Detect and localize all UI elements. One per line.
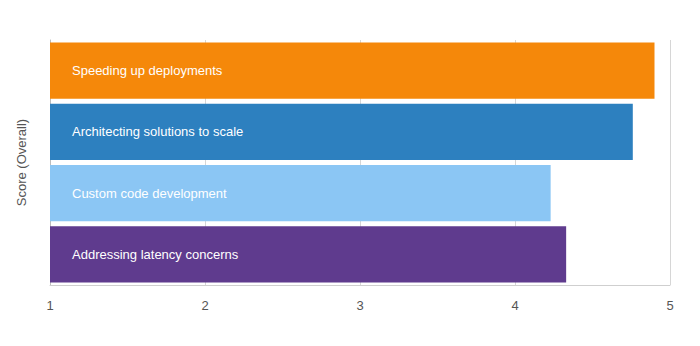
svg-text:5: 5 [666,298,673,313]
svg-text:Speeding up deployments: Speeding up deployments [72,63,223,78]
svg-text:1: 1 [46,298,53,313]
svg-text:2: 2 [201,298,208,313]
svg-text:Custom code development: Custom code development [72,186,227,201]
svg-text:Architecting solutions to scal: Architecting solutions to scale [72,124,243,139]
svg-text:3: 3 [356,298,363,313]
svg-text:4: 4 [511,298,518,313]
svg-text:Addressing latency concerns: Addressing latency concerns [72,247,239,262]
svg-text:Score (Overall): Score (Overall) [14,119,29,206]
